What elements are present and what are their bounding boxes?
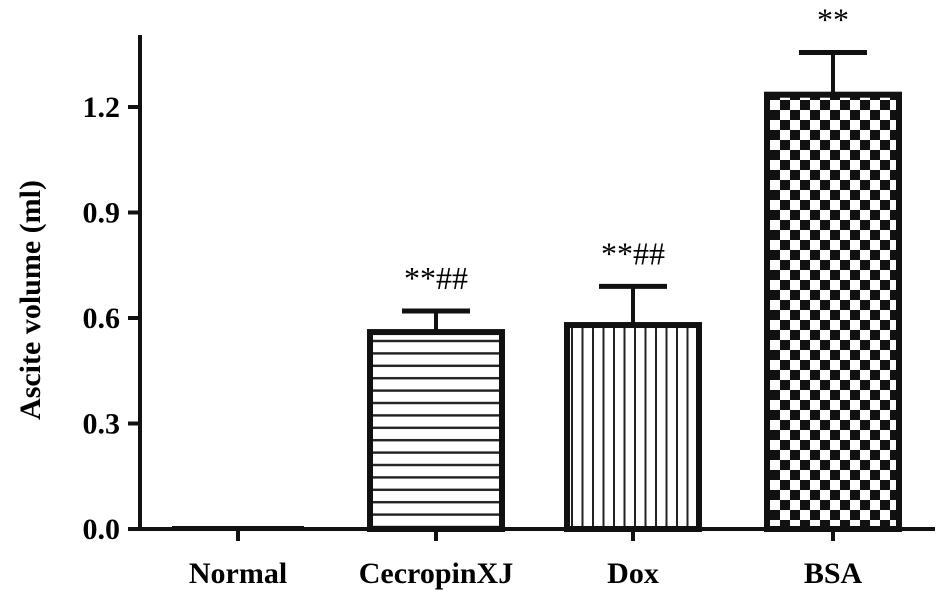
y-tick-label: 1.2 — [83, 91, 121, 124]
bar — [764, 91, 902, 532]
significance-label: ** — [817, 1, 849, 37]
bar — [564, 322, 702, 532]
y-tick-label: 0.9 — [83, 197, 121, 230]
x-tick-label: BSA — [804, 557, 863, 590]
x-tick-label: CecropinXJ — [359, 557, 513, 590]
y-axis-label: Ascite volume (ml) — [14, 180, 47, 420]
significance-label: **## — [404, 260, 468, 296]
y-tick-label: 0.0 — [83, 513, 121, 546]
y-tick-label: 0.3 — [83, 408, 121, 441]
y-tick-label: 0.6 — [83, 302, 121, 335]
x-tick-label: Normal — [189, 557, 287, 590]
bar — [367, 329, 505, 533]
x-tick-label: Dox — [607, 557, 659, 590]
significance-label: **## — [601, 235, 665, 271]
